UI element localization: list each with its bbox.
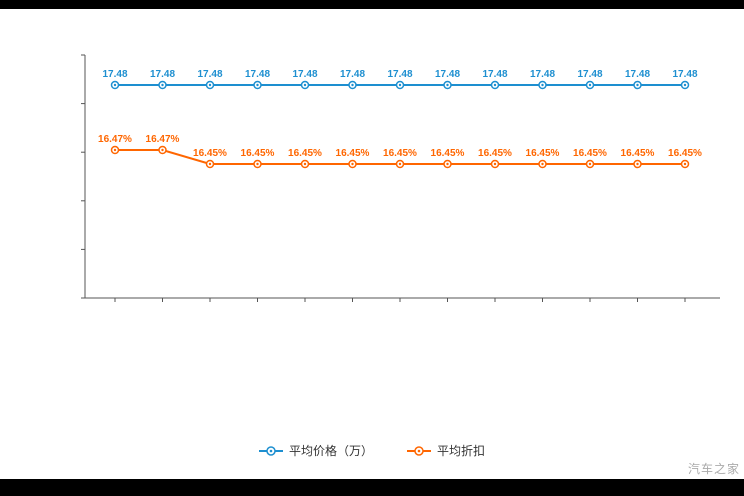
data-point-label: 17.48 (197, 69, 222, 80)
legend-marker-price-icon (258, 445, 283, 456)
legend-label-average-price: 平均价格（万） (288, 444, 373, 458)
data-point-marker[interactable] (300, 80, 310, 90)
data-point-label: 16.45% (478, 148, 512, 159)
data-point-label: 17.48 (530, 69, 555, 80)
data-point-label: 16.45% (193, 148, 227, 159)
data-point-marker[interactable] (585, 80, 595, 90)
data-point-marker[interactable] (110, 145, 120, 155)
data-point-marker[interactable] (538, 159, 547, 169)
chart-legend: 平均价格（万） 平均折扣 (0, 442, 744, 459)
data-point-label: 16.45% (288, 148, 322, 159)
data-point-marker[interactable] (300, 159, 310, 169)
data-point-marker[interactable] (348, 80, 357, 90)
data-point-label: 17.48 (245, 69, 270, 80)
data-point-label: 16.45% (336, 148, 370, 159)
data-point-marker[interactable] (680, 159, 690, 169)
data-point-label: 17.48 (577, 69, 602, 80)
legend-item-average-price[interactable]: 平均价格（万） (258, 442, 373, 459)
data-point-marker[interactable] (490, 80, 500, 90)
data-point-label: 17.48 (102, 69, 127, 80)
data-point-label: 16.47% (146, 134, 180, 145)
data-point-label: 17.48 (625, 69, 650, 80)
legend-marker-discount-icon (407, 445, 431, 456)
data-point-marker[interactable] (443, 80, 452, 90)
data-point-label: 16.45% (668, 148, 702, 159)
data-point-marker[interactable] (585, 159, 595, 169)
data-point-marker[interactable] (205, 159, 215, 169)
data-point-marker[interactable] (538, 80, 547, 90)
data-point-marker[interactable] (633, 159, 642, 169)
data-point-label: 16.45% (383, 148, 417, 159)
data-point-marker[interactable] (158, 145, 167, 155)
data-point-label: 17.48 (340, 69, 365, 80)
data-point-label: 16.47% (98, 134, 132, 145)
bottom-black-bar (0, 479, 744, 496)
data-point-marker[interactable] (205, 80, 215, 90)
data-point-marker[interactable] (680, 80, 690, 90)
data-point-marker[interactable] (633, 80, 642, 90)
data-point-label: 16.45% (621, 148, 655, 159)
data-point-label: 16.45% (241, 148, 275, 159)
watermark-autohome: 汽车之家 (687, 462, 740, 476)
data-point-marker[interactable] (253, 159, 262, 169)
top-black-bar (0, 0, 744, 9)
data-point-label: 17.48 (292, 69, 317, 80)
data-point-marker[interactable] (158, 80, 167, 90)
data-point-label: 17.48 (435, 69, 460, 80)
data-point-label: 16.45% (526, 148, 560, 159)
data-point-label: 17.48 (387, 69, 412, 80)
data-point-marker[interactable] (395, 159, 405, 169)
legend-item-average-discount[interactable]: 平均折扣 (407, 442, 485, 459)
data-point-label: 16.45% (431, 148, 465, 159)
data-point-marker[interactable] (253, 80, 262, 90)
legend-label-average-discount: 平均折扣 (437, 444, 486, 458)
data-point-label: 16.45% (573, 148, 607, 159)
data-point-marker[interactable] (395, 80, 405, 90)
data-point-label: 17.48 (482, 69, 507, 80)
data-point-label: 17.48 (150, 69, 175, 80)
data-point-marker[interactable] (490, 159, 500, 169)
data-point-marker[interactable] (348, 159, 357, 169)
data-point-label: 17.48 (672, 69, 697, 80)
data-point-marker[interactable] (110, 80, 120, 90)
data-point-marker[interactable] (443, 159, 452, 169)
